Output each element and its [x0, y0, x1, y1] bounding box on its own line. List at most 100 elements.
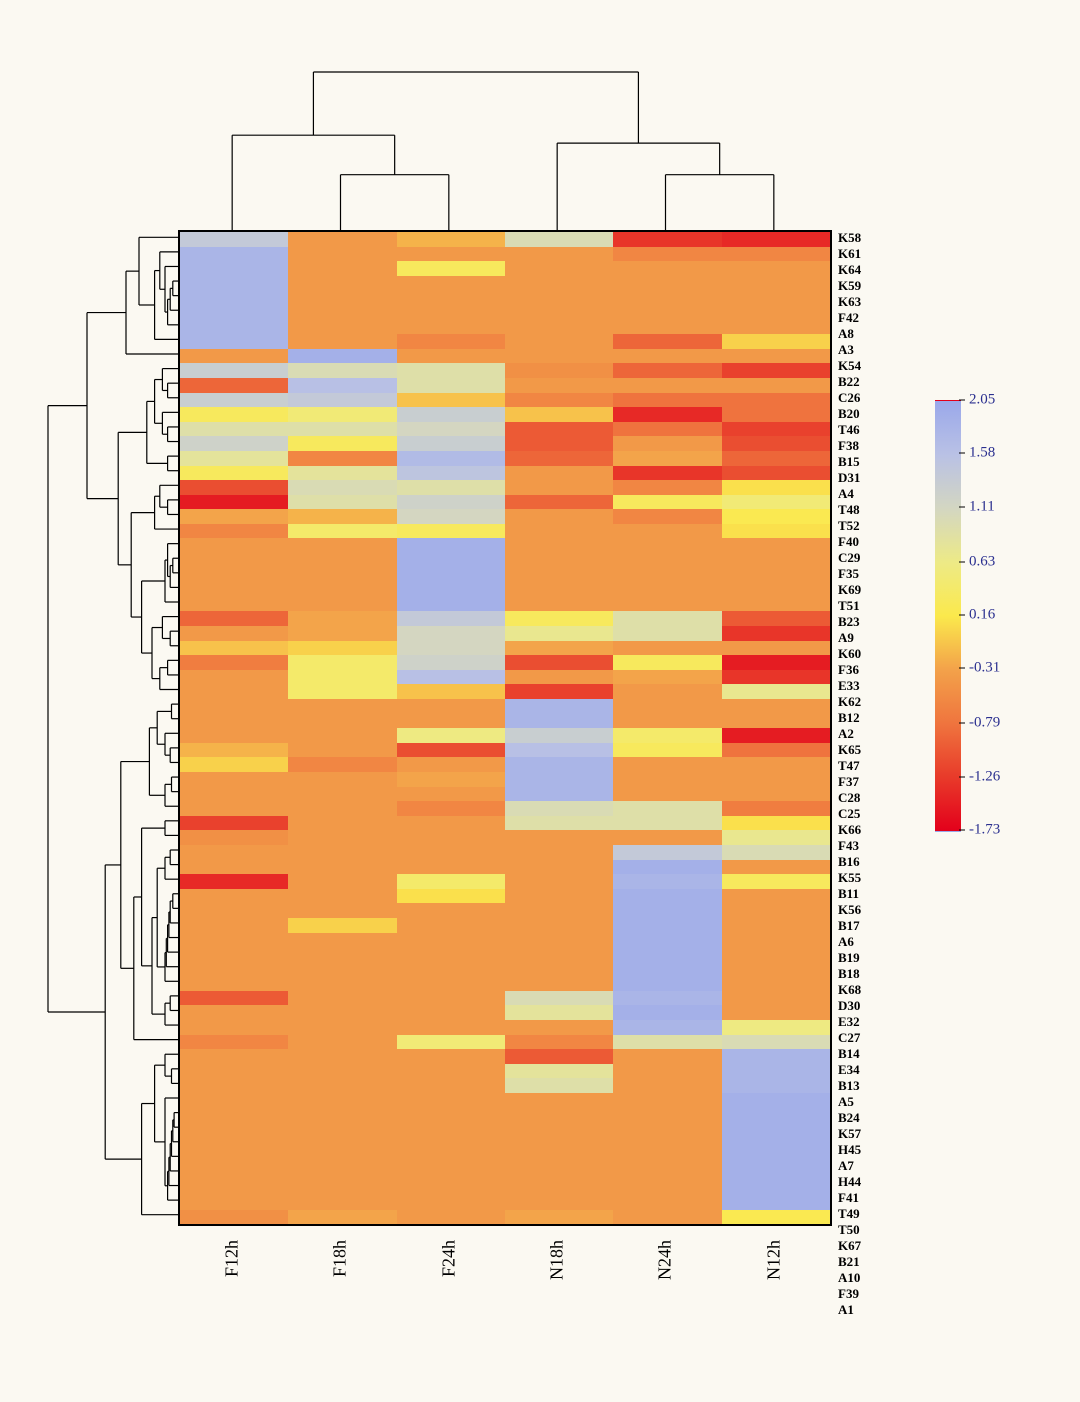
heatmap-cell — [180, 611, 288, 626]
heatmap-cell — [613, 305, 721, 320]
heatmap-cell — [505, 436, 613, 451]
heatmap-cell — [180, 1064, 288, 1079]
heatmap-cell — [722, 1166, 830, 1181]
heatmap-cell — [288, 320, 396, 335]
heatmap-cell — [722, 670, 830, 685]
heatmap-cell — [397, 933, 505, 948]
heatmap-cell — [722, 568, 830, 583]
row-label: H44 — [838, 1174, 928, 1190]
heatmap-cell — [288, 611, 396, 626]
heatmap-cell — [505, 553, 613, 568]
heatmap-cell — [505, 801, 613, 816]
row-label: A10 — [838, 1270, 928, 1286]
row-label: T49 — [838, 1206, 928, 1222]
heatmap-cell — [180, 276, 288, 291]
row-label: F43 — [838, 838, 928, 854]
heatmap-cell — [505, 276, 613, 291]
heatmap-cell — [180, 305, 288, 320]
heatmap-cell — [505, 509, 613, 524]
heatmap-cell — [505, 1195, 613, 1210]
heatmap-cell — [397, 889, 505, 904]
column-labels: F12hF18hF24hN18hN24hN12h — [178, 1240, 828, 1330]
heatmap-cell — [613, 714, 721, 729]
heatmap-cell — [180, 1005, 288, 1020]
heatmap-cell — [613, 772, 721, 787]
heatmap-cell — [613, 728, 721, 743]
heatmap-cell — [613, 276, 721, 291]
heatmap-cell — [505, 1137, 613, 1152]
heatmap-cell — [505, 393, 613, 408]
heatmap-cell — [505, 1078, 613, 1093]
heatmap-cell — [288, 772, 396, 787]
heatmap-cell — [505, 714, 613, 729]
row-label: B22 — [838, 374, 928, 390]
heatmap-cell — [288, 378, 396, 393]
heatmap-cell — [180, 582, 288, 597]
row-label: K69 — [838, 582, 928, 598]
row-labels: K58K61K64K59K63F42A8A3K54B22C26B20T46F38… — [838, 230, 928, 1222]
heatmap-cell — [613, 1137, 721, 1152]
heatmap-cell — [505, 480, 613, 495]
heatmap-cell — [288, 1078, 396, 1093]
heatmap-cell — [505, 1064, 613, 1079]
heatmap-cell — [180, 1166, 288, 1181]
heatmap-cell — [722, 903, 830, 918]
heatmap-cell — [180, 349, 288, 364]
heatmap-cell — [722, 320, 830, 335]
row-label: B17 — [838, 918, 928, 934]
heatmap-cell — [180, 1020, 288, 1035]
heatmap-cell — [613, 860, 721, 875]
heatmap-cell — [288, 1020, 396, 1035]
heatmap-cell — [613, 684, 721, 699]
heatmap-cell — [288, 1005, 396, 1020]
heatmap-cell — [505, 524, 613, 539]
row-label: K59 — [838, 278, 928, 294]
heatmap-cell — [397, 714, 505, 729]
heatmap-cell — [505, 699, 613, 714]
row-label: F38 — [838, 438, 928, 454]
heatmap-cell — [505, 451, 613, 466]
row-label: K64 — [838, 262, 928, 278]
heatmap-cell — [505, 976, 613, 991]
heatmap-cell — [722, 1122, 830, 1137]
heatmap-cell — [180, 714, 288, 729]
heatmap-cell — [397, 1064, 505, 1079]
heatmap-cell — [180, 290, 288, 305]
heatmap-cell — [722, 349, 830, 364]
heatmap-cell — [180, 699, 288, 714]
heatmap-cell — [288, 1122, 396, 1137]
heatmap-cell — [288, 860, 396, 875]
row-label: C26 — [838, 390, 928, 406]
heatmap-cell — [180, 553, 288, 568]
heatmap-cell — [397, 1137, 505, 1152]
heatmap-cell — [505, 903, 613, 918]
heatmap-cell — [613, 1210, 721, 1225]
heatmap-cell — [722, 830, 830, 845]
heatmap-cell — [722, 772, 830, 787]
heatmap-cell — [613, 349, 721, 364]
heatmap-cell — [722, 451, 830, 466]
heatmap-cell — [288, 933, 396, 948]
heatmap-cell — [180, 655, 288, 670]
heatmap-cell — [397, 918, 505, 933]
heatmap-cell — [505, 845, 613, 860]
row-label: K63 — [838, 294, 928, 310]
heatmap-cell — [613, 495, 721, 510]
row-label: K55 — [838, 870, 928, 886]
row-label: B18 — [838, 966, 928, 982]
row-label: C28 — [838, 790, 928, 806]
heatmap-cell — [180, 933, 288, 948]
colorbar-tick-label: 0.16 — [969, 607, 995, 624]
heatmap-cell — [180, 991, 288, 1006]
heatmap-cell — [180, 422, 288, 437]
heatmap-cell — [722, 232, 830, 247]
row-label: K65 — [838, 742, 928, 758]
heatmap-cell — [180, 1035, 288, 1050]
row-label: A5 — [838, 1094, 928, 1110]
heatmap-cell — [180, 436, 288, 451]
heatmap-cell — [722, 757, 830, 772]
heatmap-cell — [180, 918, 288, 933]
heatmap-cell — [505, 1166, 613, 1181]
heatmap-cell — [505, 1049, 613, 1064]
column-label: F24h — [438, 1240, 459, 1277]
